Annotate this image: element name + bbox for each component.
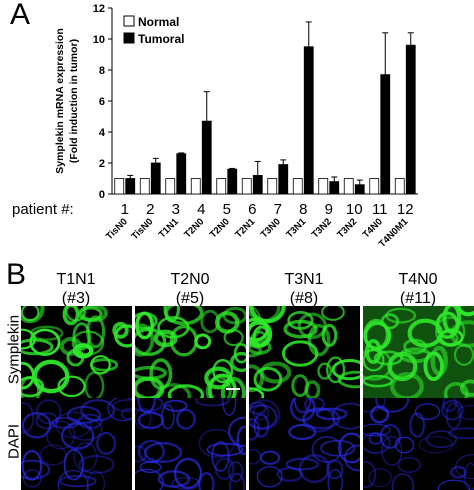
micrograph-texture xyxy=(249,398,360,490)
column-header-4: T4N0 (#11) xyxy=(363,270,473,308)
y-tick-label: 6 xyxy=(99,96,105,108)
patient-number: 1 xyxy=(121,201,129,218)
column-header-3: T3N1 (#8) xyxy=(249,270,359,308)
normal-bar xyxy=(370,179,379,195)
column-header-1: T1N1 (#3) xyxy=(21,270,131,308)
tumoral-bar xyxy=(330,182,339,194)
stage-category-label: T2N0 xyxy=(182,216,206,240)
patient-number: 10 xyxy=(346,201,363,218)
patient-number: 4 xyxy=(197,201,205,218)
y-tick-label: 12 xyxy=(93,3,105,15)
stage-category-label: T3N2 xyxy=(310,216,334,240)
normal-bar xyxy=(191,179,200,195)
normal-bar xyxy=(217,179,226,195)
tumoral-bar xyxy=(126,179,135,195)
tumoral-bar xyxy=(406,45,415,194)
dapi-micrograph-2 xyxy=(135,398,246,490)
tumoral-bar xyxy=(279,165,288,194)
legend-swatch xyxy=(124,33,134,43)
symplekin-micrograph-3 xyxy=(249,306,360,398)
stage-category-label: TisN0 xyxy=(129,216,155,242)
row-label-dapi: DAPI xyxy=(6,402,23,482)
column-header-2: T2N0 (#5) xyxy=(135,270,245,308)
patient-number: 5 xyxy=(223,201,231,218)
y-tick-label: 10 xyxy=(93,34,105,46)
row-label-symplekin: Symplekin xyxy=(6,310,23,390)
stage-category-label: T1N1 xyxy=(157,216,182,241)
normal-bar xyxy=(344,179,353,195)
patient-number: 7 xyxy=(274,201,282,218)
stage-category-label: T3N0 xyxy=(259,216,283,240)
tumoral-bar xyxy=(228,169,237,194)
stage-category-label: T3N1 xyxy=(284,216,309,241)
y-tick-label: 4 xyxy=(99,127,106,139)
scale-bar xyxy=(226,388,240,390)
patient-number: 9 xyxy=(325,201,333,218)
micrograph-texture xyxy=(249,306,360,398)
dapi-micrograph-3 xyxy=(249,398,360,490)
micrograph-texture xyxy=(21,306,132,398)
y-tick-label: 2 xyxy=(99,158,105,170)
tumoral-bar xyxy=(177,154,186,194)
normal-bar xyxy=(166,179,175,195)
patient-number: 2 xyxy=(146,201,154,218)
micrograph-texture xyxy=(363,398,474,490)
tumoral-bar xyxy=(202,121,211,194)
stage-category-label: T2N0 xyxy=(208,216,232,240)
dapi-micrograph-4 xyxy=(363,398,474,490)
legend-label: Normal xyxy=(138,15,179,29)
stage-category-label: T2N1 xyxy=(233,216,258,241)
patient-number: 12 xyxy=(397,201,414,218)
stage-category-label: T4N0M1 xyxy=(377,216,411,250)
patient-number: 11 xyxy=(372,201,388,218)
tumoral-bar xyxy=(151,163,160,194)
normal-bar xyxy=(319,179,328,195)
patient-number: 8 xyxy=(299,201,307,218)
micrograph-texture xyxy=(135,398,246,490)
symplekin-micrograph-1 xyxy=(21,306,132,398)
y-tick-label: 8 xyxy=(99,65,105,77)
dapi-micrograph-1 xyxy=(21,398,132,490)
symplekin-micrograph-4 xyxy=(363,306,474,398)
stage-category-label: TisN0 xyxy=(104,216,130,242)
tumoral-bar xyxy=(381,75,390,194)
stage-label: T1N1 xyxy=(21,270,131,289)
stage-label: T2N0 xyxy=(135,270,245,289)
normal-bar xyxy=(268,179,277,195)
micrograph-texture xyxy=(135,306,246,398)
tumoral-bar xyxy=(304,47,313,194)
normal-bar xyxy=(242,179,251,195)
y-tick-label: 0 xyxy=(99,189,105,201)
normal-bar xyxy=(293,179,302,195)
patient-number: 3 xyxy=(172,201,180,218)
micrograph-texture xyxy=(21,398,132,490)
tumoral-bar xyxy=(355,185,364,194)
stage-label: T4N0 xyxy=(363,270,473,289)
y-axis-label-2: (Fold induction in tumor) xyxy=(68,39,80,163)
stage-label: T3N1 xyxy=(249,270,359,289)
micrograph-texture xyxy=(363,306,474,398)
legend-swatch xyxy=(124,16,134,26)
normal-bar xyxy=(140,179,149,195)
symplekin-micrograph-2 xyxy=(135,306,246,398)
y-axis-label: Symplekin mRNA expression xyxy=(54,28,66,174)
tumoral-bar xyxy=(253,175,262,194)
patient-number: 6 xyxy=(248,201,256,218)
legend-label: Tumoral xyxy=(138,32,184,46)
normal-bar xyxy=(115,179,124,195)
normal-bar xyxy=(395,179,404,195)
patient-prefix: patient #: xyxy=(12,201,74,218)
stage-category-label: T3N2 xyxy=(335,216,359,240)
